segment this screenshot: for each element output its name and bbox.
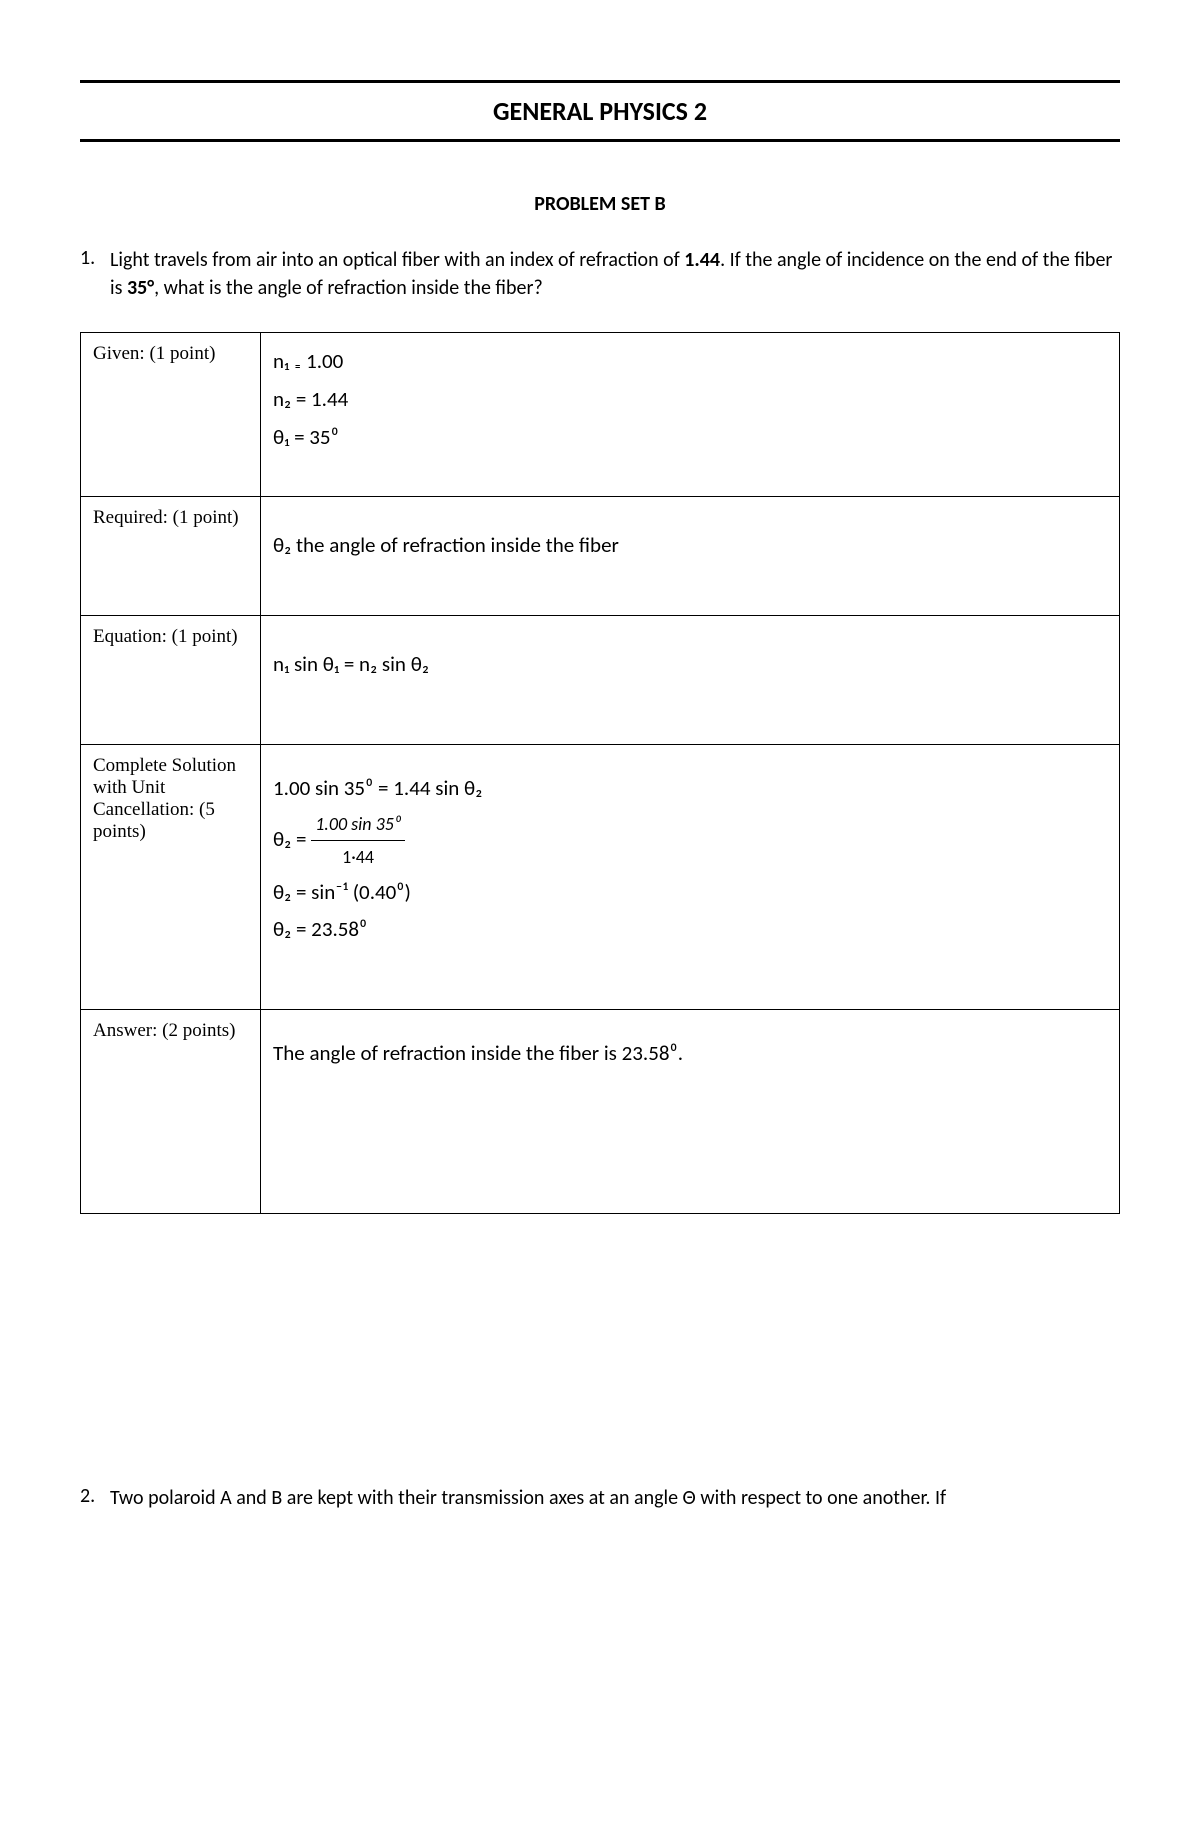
p1-n-value: 1.44 (684, 248, 720, 272)
solution-line3: θ₂ = sin⁻¹ (0.40⁰) (273, 874, 1107, 912)
row-solution: Complete Solution with Unit Cancellation… (81, 744, 1120, 1009)
required-label: Required: (1 point) (81, 497, 261, 616)
solution-grid: Given: (1 point) n₁ ₌ 1.00 n₂ = 1.44 θ₁ … (80, 332, 1120, 1214)
equation-content: n₁ sin θ₁ = n₂ sin θ₂ (261, 616, 1120, 745)
solution-label: Complete Solution with Unit Cancellation… (81, 744, 261, 1009)
answer-text: The angle of refraction inside the fiber… (273, 1035, 1107, 1073)
solution-line1: 1.00 sin 35⁰ = 1.44 sin θ₂ (273, 770, 1107, 808)
answer-label: Answer: (2 points) (81, 1010, 261, 1214)
row-equation: Equation: (1 point) n₁ sin θ₁ = n₂ sin θ… (81, 616, 1120, 745)
required-text: θ₂ the angle of refraction inside the fi… (273, 507, 1107, 605)
problem-1-number: 1. (80, 246, 110, 302)
p1-angle-value: 35° (127, 276, 154, 300)
given-label: Given: (1 point) (81, 333, 261, 497)
problem-set-heading: PROBLEM SET B (80, 192, 1120, 216)
equation-text: n₁ sin θ₁ = n₂ sin θ₂ (273, 626, 1107, 734)
solution-line2-prefix: θ₂ = (273, 826, 311, 852)
problem-2-text: Two polaroid A and B are kept with their… (110, 1484, 946, 1512)
solution-line2-fraction: 1.00 sin 35⁰ 1·44 (311, 808, 405, 874)
solution-line4: θ₂ = 23.58⁰ (273, 911, 1107, 949)
course-header: GENERAL PHYSICS 2 (80, 80, 1120, 142)
course-title: GENERAL PHYSICS 2 (80, 95, 1120, 127)
solution-content: 1.00 sin 35⁰ = 1.44 sin θ₂ θ₂ = 1.00 sin… (261, 744, 1120, 1009)
given-n2: n₂ = 1.44 (273, 381, 1107, 419)
problem-2-number: 2. (80, 1484, 110, 1512)
equation-label: Equation: (1 point) (81, 616, 261, 745)
row-given: Given: (1 point) n₁ ₌ 1.00 n₂ = 1.44 θ₁ … (81, 333, 1120, 497)
given-content: n₁ ₌ 1.00 n₂ = 1.44 θ₁ = 35⁰ (261, 333, 1120, 497)
solution-line2: θ₂ = 1.00 sin 35⁰ 1·44 (273, 808, 1107, 874)
solution-line2-den: 1·44 (311, 841, 405, 873)
row-required: Required: (1 point) θ₂ the angle of refr… (81, 497, 1120, 616)
given-theta1: θ₁ = 35⁰ (273, 419, 1107, 457)
problem-1: 1. Light travels from air into an optica… (80, 246, 1120, 302)
given-n1: n₁ ₌ 1.00 (273, 343, 1107, 381)
p1-text-pre: Light travels from air into an optical f… (110, 248, 684, 272)
problem-1-text: Light travels from air into an optical f… (110, 246, 1120, 302)
p1-text-post: , what is the angle of refraction inside… (154, 276, 543, 300)
answer-content: The angle of refraction inside the fiber… (261, 1010, 1120, 1214)
row-answer: Answer: (2 points) The angle of refracti… (81, 1010, 1120, 1214)
problem-2: 2. Two polaroid A and B are kept with th… (80, 1484, 1120, 1512)
solution-line2-num: 1.00 sin 35⁰ (311, 808, 405, 841)
required-content: θ₂ the angle of refraction inside the fi… (261, 497, 1120, 616)
